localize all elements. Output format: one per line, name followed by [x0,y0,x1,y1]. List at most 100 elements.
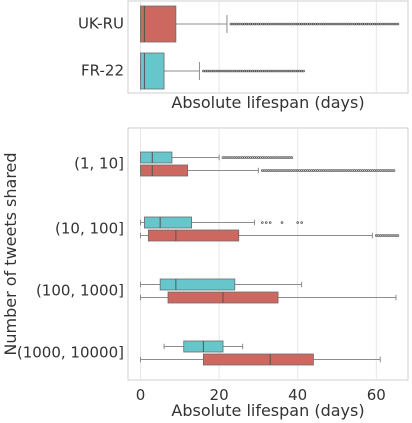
bottom-uk-ru-1-outlier [292,169,296,172]
bottom-category-label-1: (1, 10] [74,155,124,173]
top-uk-ru-outlier [306,22,309,26]
bottom-fr-22-2-outlier [300,221,303,224]
bottom-uk-ru-1-outlier [373,169,376,172]
top-uk-ru-outlier [282,22,286,26]
top-uk-ru-outlier [239,22,243,26]
bottom-uk-ru-1-outlier [337,169,341,172]
bottom-uk-ru-1-outlier [325,169,329,172]
top-fr-22-outlier [280,69,284,73]
top-uk-ru-outlier [314,22,317,26]
top-uk-ru-outlier [272,22,276,26]
bottom-fr-22-1-outlier [284,156,288,159]
bottom-uk-ru-1-outlier [349,169,353,172]
top-uk-ru-outlier [286,22,290,26]
top-uk-ru-outlier [255,22,258,26]
top-fr-22-box [140,52,165,90]
bottom-uk-ru-1-outlier [357,169,360,172]
top-fr-22-outlier [211,69,215,73]
bottom-uk-ru-2-outlier [388,234,392,237]
top-fr-22-outlier [225,69,229,73]
bottom-uk-ru-2-outlier [392,234,396,237]
top-fr-22-outlier [207,69,211,73]
bottom-fr-22-1-outlier [251,156,254,159]
top-uk-ru-outlier [353,22,356,26]
bottom-uk-ru-1-outlier [369,169,372,172]
bottom-uk-ru-1-outlier [323,169,327,172]
top-fr-22-outlier [243,69,246,73]
top-fr-22-outlier [209,69,213,73]
top-fr-22-outlier [219,69,223,73]
top-plot-frame [127,0,409,94]
top-fr-22-outlier [274,69,278,73]
top-fr-22-outlier [237,69,241,73]
top-uk-ru-outlier [355,22,358,26]
bottom-fr-22-1-outlier [282,156,286,159]
bottom-fr-22-1-outlier [270,156,274,159]
top-uk-ru-outlier [363,22,366,26]
bottom-fr-22-1-outlier [239,156,243,159]
top-uk-ru-outlier [373,22,376,26]
top-fr-22-outlier [262,69,266,73]
bottom-fr-22-1-outlier [231,156,235,159]
bottom-uk-ru-1-outlier [319,169,323,172]
top-uk-ru-outlier [337,22,341,26]
bottom-fr-22-1-outlier [261,156,264,159]
bottom-fr-22-1-outlier [278,156,282,159]
bottom-uk-ru-1-outlier [308,169,311,172]
bottom-uk-ru-1-outlier [262,169,266,172]
top-uk-ru-outlier [304,22,307,26]
top-fr-22-outlier [290,69,294,73]
top-uk-ru-outlier [247,22,250,26]
top-uk-ru-outlier [231,22,235,26]
bottom-fr-22-2-outlier [264,221,268,224]
bottom-uk-ru-1-outlier [371,169,374,172]
top-uk-ru-outlier [357,22,360,26]
top-fr-22-outlier [221,69,225,73]
bottom-uk-ru-1-outlier [282,169,286,172]
bottom-fr-22-1-outlier [237,156,241,159]
bottom-uk-ru-1-outlier [367,169,370,172]
bottom-uk-ru-1-outlier [294,169,298,172]
bottom-uk-ru-1-outlier [329,169,333,172]
bottom-fr-22-1-outlier [223,156,227,159]
bottom-fr-22-1-outlier [268,156,272,159]
top-uk-ru-outlier [237,22,241,26]
top-uk-ru-outlier [243,22,246,26]
bottom-uk-ru-1-outlier [290,169,294,172]
bottom-fr-22-1-outlier [259,156,262,159]
bottom-fr-22-1-outlier [245,156,248,159]
bottom-fr-22-1-outlier [257,156,260,159]
top-uk-ru-outlier [365,22,368,26]
top-uk-ru-outlier [251,22,254,26]
top-fr-22-outlier [300,69,303,73]
top-fr-22-outlier [249,69,252,73]
top-fr-22-outlier [206,69,209,73]
bottom-uk-ru-2-box [147,229,240,242]
top-fr-22-outlier [292,69,296,73]
bottom-fr-22-1-outlier [276,156,280,159]
bottom-uk-ru-2-outlier [394,234,398,237]
bottom-uk-ru-1-outlier [278,169,282,172]
top-fr-22-outlier [259,69,262,73]
top-fr-22-outlier [286,69,290,73]
bottom-uk-ru-1-outlier [302,169,305,172]
top-uk-ru-outlier [341,22,345,26]
bottom-uk-ru-2-outlier [380,234,384,237]
top-fr-22-outlier [251,69,254,73]
top-fr-22-outlier [268,69,272,73]
bottom-uk-ru-2-outlier [396,234,400,237]
top-fr-22-outlier [298,69,301,73]
top-fr-22-outlier [284,69,288,73]
top-fr-22-outlier [215,69,219,73]
bottom-uk-ru-1-outlier [268,169,272,172]
top-fr-22-outlier [276,69,280,73]
bottom-fr-22-2-outlier [296,221,300,224]
top-uk-ru-outlier [245,22,248,26]
bottom-uk-ru-1-outlier [339,169,343,172]
top-uk-ru-outlier [241,22,244,26]
bottom-uk-ru-1-outlier [390,169,394,172]
top-fr-22-outlier [223,69,227,73]
top-uk-ru-outlier [259,22,262,26]
bottom-uk-ru-1-outlier [386,169,390,172]
top-uk-ru-outlier [351,22,355,26]
